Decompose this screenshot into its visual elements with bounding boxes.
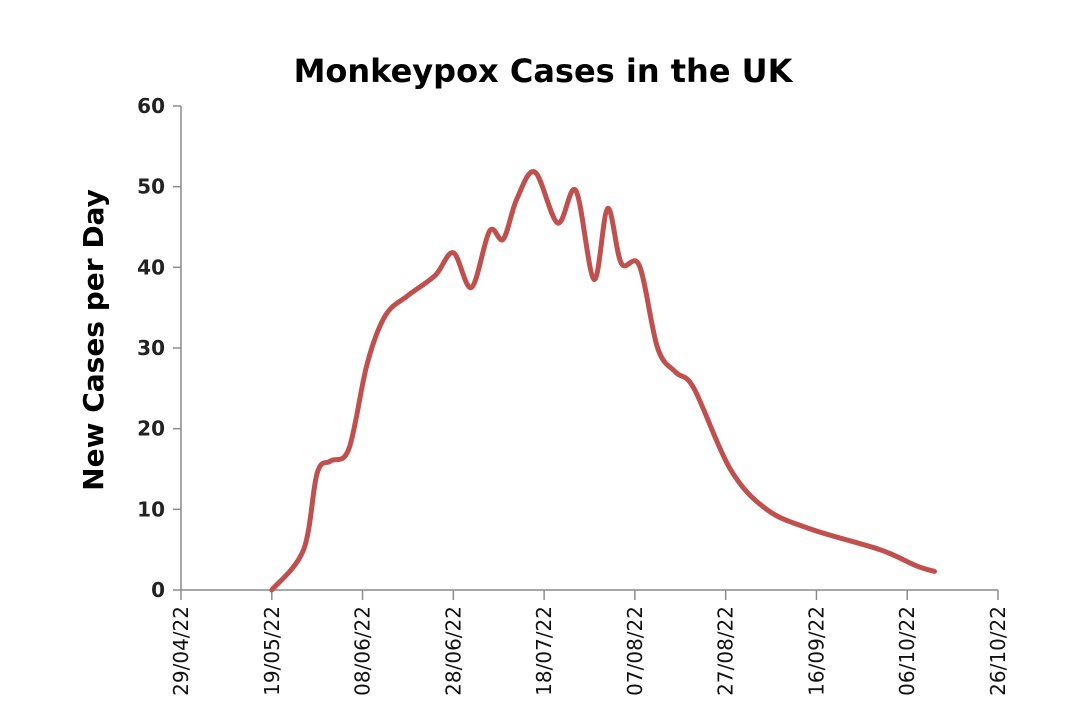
x-tick-label: 08/06/22 <box>351 606 375 696</box>
x-tick-label: 18/07/22 <box>532 606 556 696</box>
x-tick-label: 07/08/22 <box>623 606 647 696</box>
series-line <box>269 169 937 593</box>
y-tick-label: 40 <box>137 255 165 279</box>
x-tick-label: 26/10/22 <box>986 606 1010 696</box>
x-tick-label: 27/08/22 <box>714 606 738 696</box>
y-tick-label: 0 <box>151 578 165 602</box>
y-tick-label: 20 <box>137 417 165 441</box>
x-tick-label: 28/06/22 <box>441 606 465 696</box>
x-tick-label: 06/10/22 <box>895 606 919 696</box>
axes: 0 10 20 30 40 50 60 29/04/22 19/05/22 08/06/22 28/… <box>137 94 1010 696</box>
chart-title: Monkeypox Cases in the UK <box>294 52 794 90</box>
x-tick-label: 29/04/22 <box>169 606 193 696</box>
y-tick-label: 50 <box>137 175 165 199</box>
x-tick-label: 19/05/22 <box>260 606 284 696</box>
x-tick-label: 16/09/22 <box>804 606 828 696</box>
plot-area <box>269 169 937 593</box>
y-tick-label: 10 <box>137 497 165 521</box>
y-tick-label: 30 <box>137 336 165 360</box>
y-tick-label: 60 <box>137 94 165 118</box>
y-axis-label: New Cases per Day <box>77 189 110 491</box>
